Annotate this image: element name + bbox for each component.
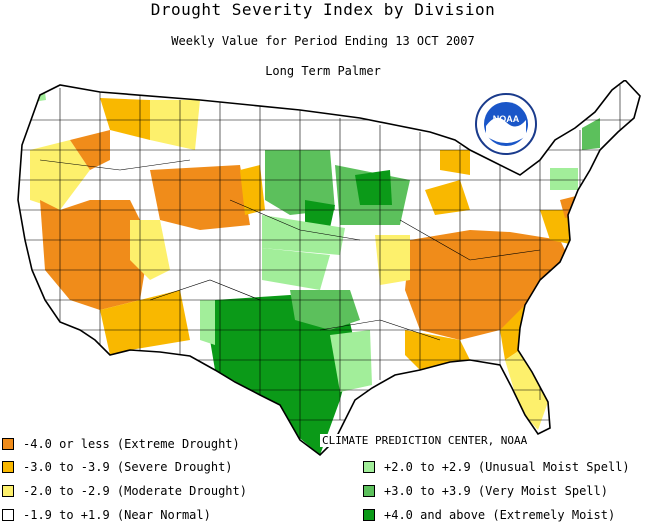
legend-label: -4.0 or less (Extreme Drought) (23, 437, 240, 451)
us-outline (17, 80, 641, 457)
legend-label: -2.0 to -2.9 (Moderate Drought) (23, 484, 247, 498)
legend-swatch (2, 438, 14, 450)
legend-item: +2.0 to +2.9 (Unusual Moist Spell) (363, 460, 630, 474)
division-borders (20, 85, 640, 445)
us-climate-division-map (17, 80, 641, 457)
map-title: Drought Severity Index by Division (150, 0, 496, 19)
legend-label: -1.9 to +1.9 (Near Normal) (23, 508, 211, 522)
legend-item: -3.0 to -3.9 (Severe Drought) (2, 460, 233, 474)
index-name: Long Term Palmer (265, 64, 381, 78)
legend-label: +4.0 and above (Extremely Moist) (384, 508, 616, 522)
legend-item: +3.0 to +3.9 (Very Moist Spell) (363, 484, 608, 498)
legend-label: +3.0 to +3.9 (Very Moist Spell) (384, 484, 608, 498)
legend-item: +4.0 and above (Extremely Moist) (363, 508, 615, 522)
legend-label: +2.0 to +2.9 (Unusual Moist Spell) (384, 460, 630, 474)
source-credit: CLIMATE PREDICTION CENTER, NOAA (320, 434, 530, 447)
legend-item: -1.9 to +1.9 (Near Normal) (2, 508, 211, 522)
legend-swatch (2, 461, 14, 473)
legend-swatch (363, 509, 375, 521)
map-subtitle: Weekly Value for Period Ending 13 OCT 20… (171, 34, 475, 48)
legend-label: -3.0 to -3.9 (Severe Drought) (23, 460, 233, 474)
noaa-logo-icon: NOAA (475, 93, 537, 155)
legend-item: -2.0 to -2.9 (Moderate Drought) (2, 484, 247, 498)
noaa-logo-text: NOAA (493, 114, 520, 124)
legend-swatch (2, 485, 14, 497)
legend-swatch (363, 485, 375, 497)
legend-swatch (2, 509, 14, 521)
legend-swatch (363, 461, 375, 473)
legend-item: -4.0 or less (Extreme Drought) (2, 437, 240, 451)
